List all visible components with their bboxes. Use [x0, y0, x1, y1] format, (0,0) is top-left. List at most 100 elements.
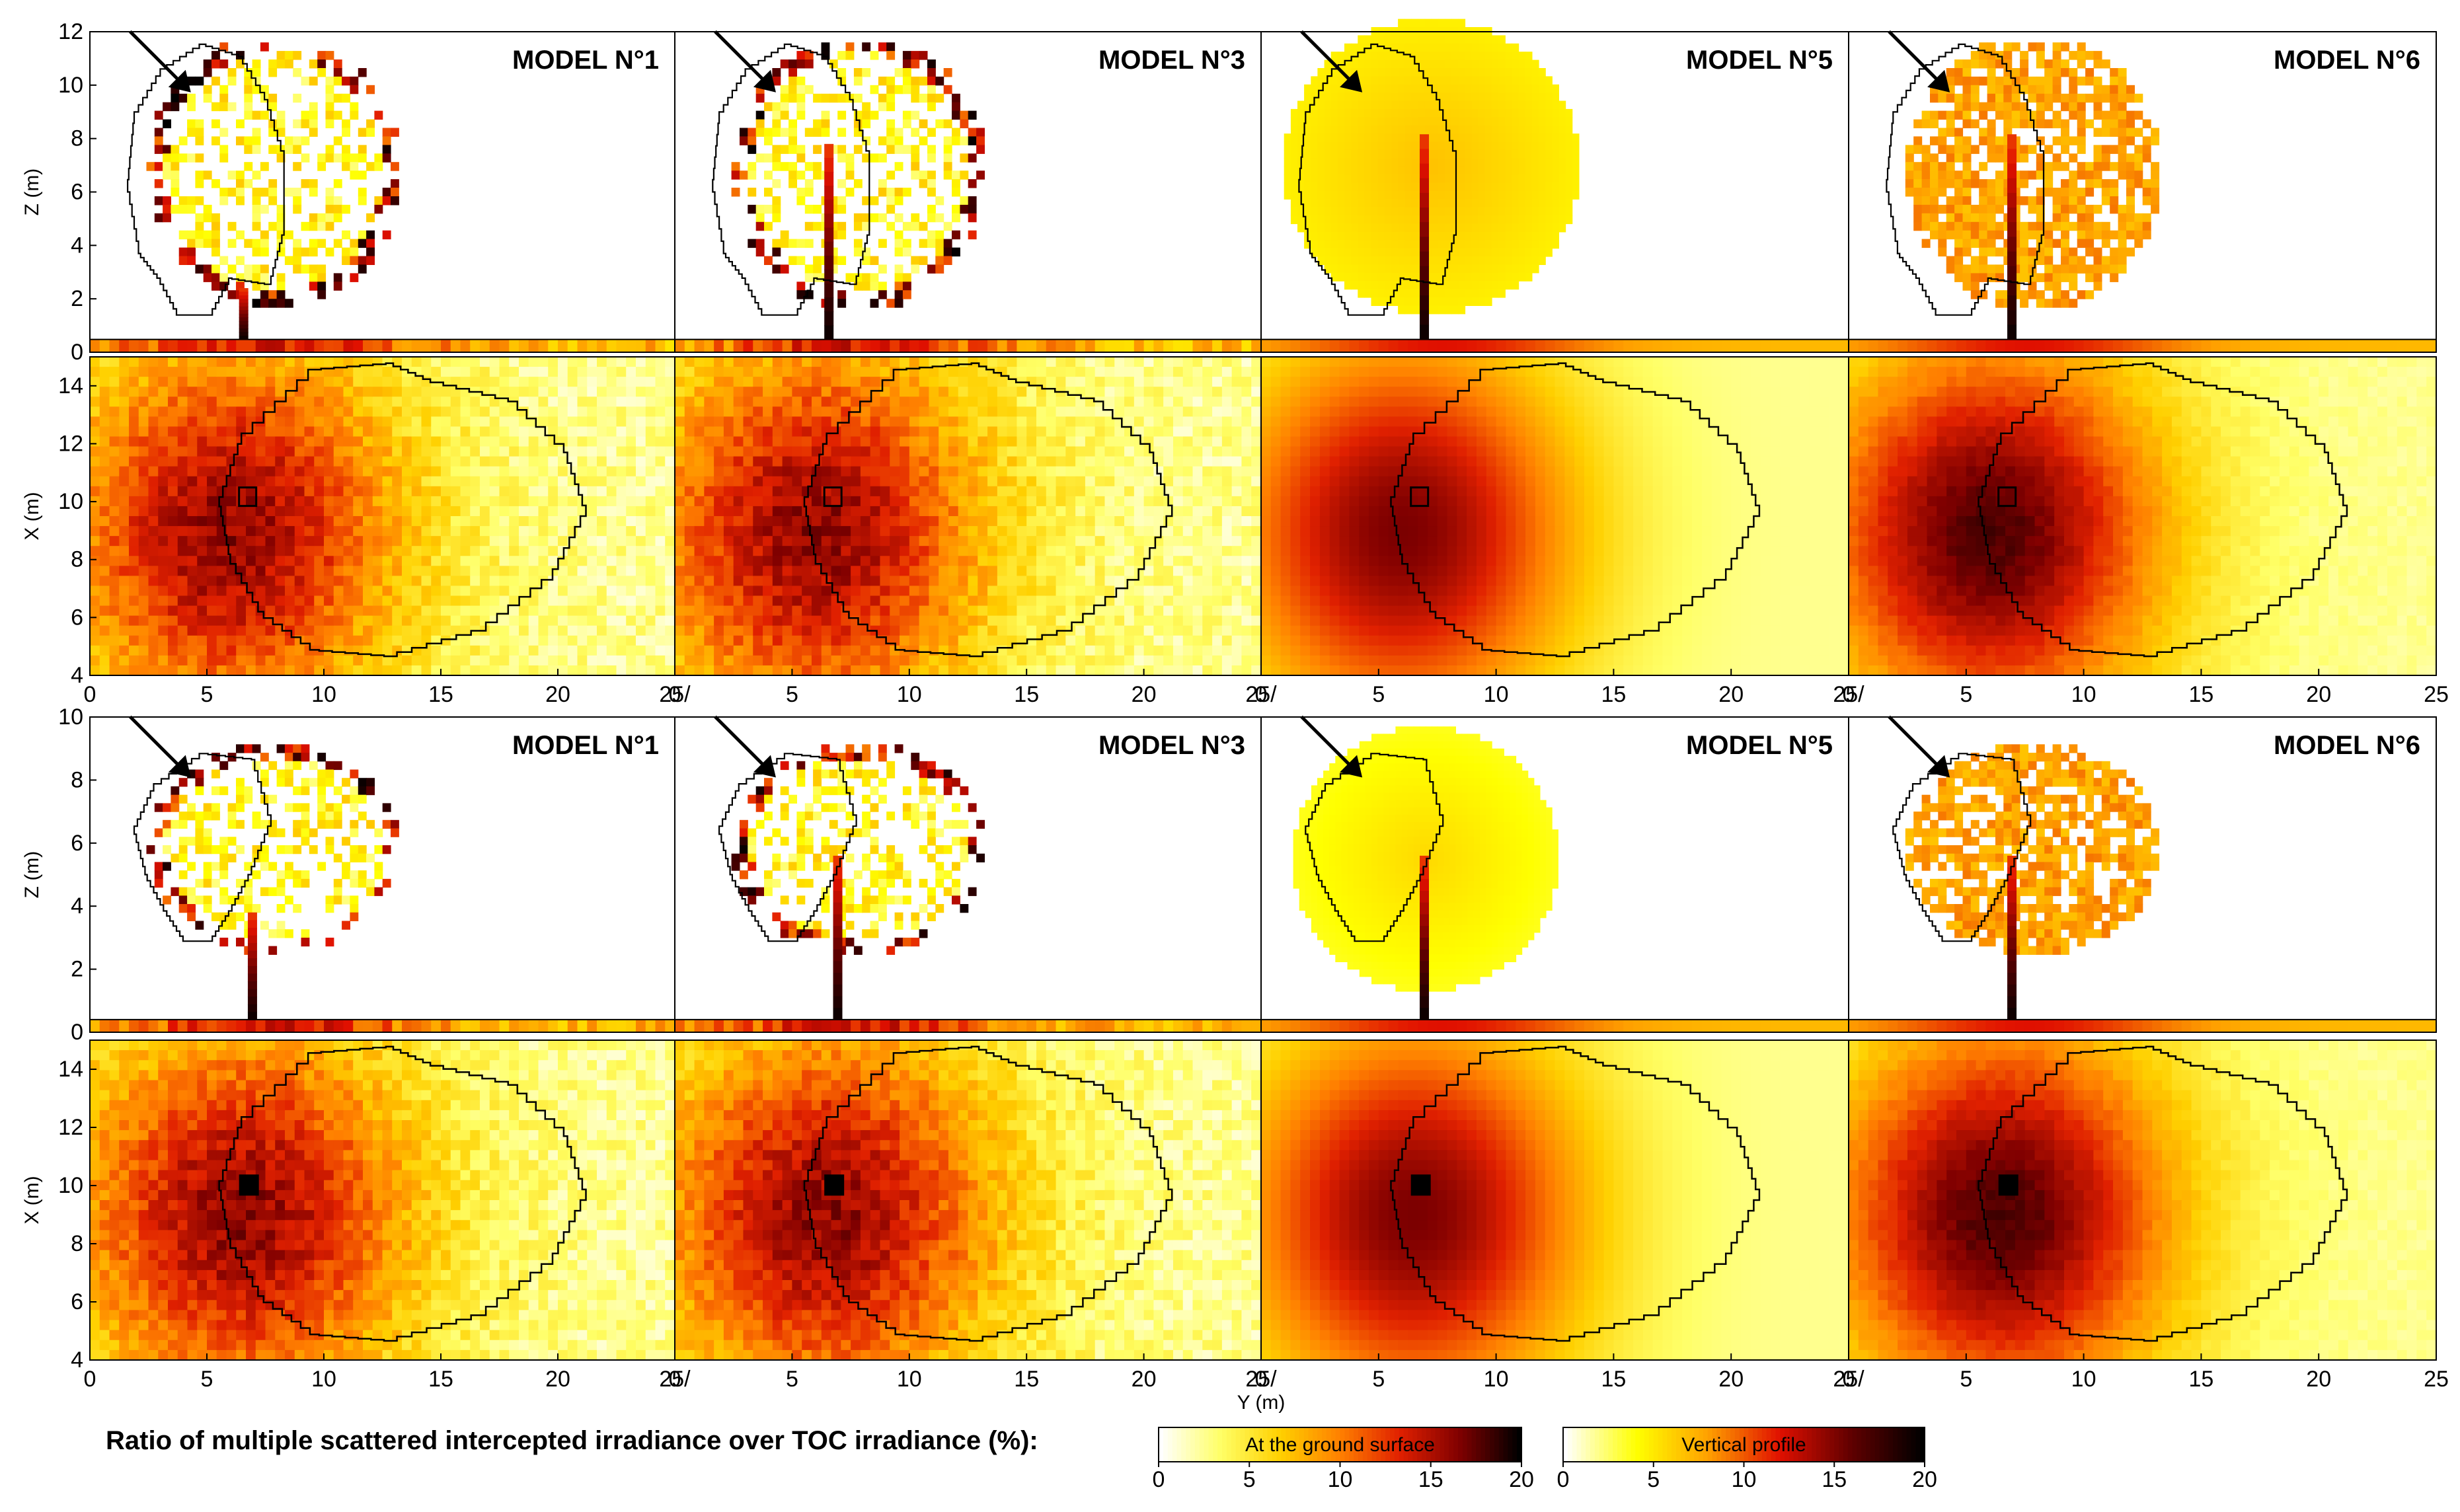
- heat-cell: [460, 566, 471, 576]
- heat-cell: [616, 506, 627, 517]
- ground-cell: [1261, 339, 1272, 352]
- heat-cell: [197, 476, 208, 487]
- heat-cell: [138, 456, 149, 467]
- ground-cell: [733, 339, 744, 352]
- heat-cell: [528, 526, 539, 537]
- trunk-segment: [824, 200, 834, 215]
- heat-cell: [148, 387, 159, 397]
- heat-cell: [528, 397, 539, 407]
- crown-cell: [1471, 248, 1479, 257]
- crown-cell: [1465, 59, 1473, 69]
- crown-cell: [1431, 256, 1439, 265]
- heat-cell: [538, 566, 549, 576]
- crown-cell: [2069, 93, 2078, 103]
- crown-cell: [1930, 213, 1939, 223]
- crown-cell: [1431, 125, 1439, 134]
- crown-cell: [1311, 149, 1318, 159]
- ground-cell: [1378, 339, 1389, 352]
- crown-cell: [886, 136, 896, 145]
- crown-cell: [1330, 256, 1338, 265]
- crown-cell: [1351, 223, 1358, 233]
- crown-cell: [1290, 215, 1298, 225]
- crown-cell: [1465, 207, 1473, 216]
- heat-cell: [606, 615, 617, 626]
- crown-cell: [1438, 93, 1445, 102]
- heat-cell: [382, 387, 393, 397]
- crown-cell: [1498, 166, 1506, 175]
- ground-cell: [2015, 339, 2026, 352]
- heat-cell: [148, 367, 159, 377]
- crown-cell: [780, 145, 789, 154]
- crown-cell: [333, 110, 342, 120]
- crown-cell: [317, 264, 327, 274]
- heat-cell: [597, 536, 607, 547]
- heat-cell: [216, 556, 227, 566]
- crown-cell: [902, 273, 911, 282]
- crown-cell: [1317, 125, 1325, 134]
- heat-cell: [460, 526, 471, 537]
- heat-cell: [138, 536, 149, 547]
- heat-cell: [626, 436, 636, 447]
- crown-cell: [317, 59, 327, 69]
- crown-cell: [1512, 248, 1519, 257]
- crown-cell: [2020, 273, 2029, 282]
- heat-cell: [109, 397, 120, 407]
- crown-cell: [1518, 117, 1526, 126]
- crown-cell: [911, 59, 920, 69]
- crown-cell: [2151, 128, 2160, 137]
- crown-cell: [1492, 256, 1499, 265]
- ground-cell: [841, 339, 851, 352]
- heat-cell: [694, 655, 705, 666]
- crown-cell: [1518, 52, 1526, 61]
- crown-cell: [293, 188, 302, 197]
- crown-cell: [1478, 256, 1486, 265]
- heat-cell: [675, 476, 685, 487]
- heat-cell: [519, 466, 529, 477]
- heat-cell: [177, 635, 188, 646]
- heat-cell: [645, 456, 656, 467]
- heat-cell: [606, 377, 617, 387]
- crown-cell: [2036, 188, 2045, 197]
- crown-cell: [1324, 125, 1332, 134]
- heat-cell: [528, 516, 539, 527]
- crown-cell: [1304, 84, 1311, 93]
- crown-cell: [2020, 119, 2029, 129]
- heat-cell: [645, 387, 656, 397]
- heat-cell: [587, 556, 597, 566]
- heat-cell: [392, 615, 403, 626]
- heat-cell: [441, 397, 451, 407]
- heat-cell: [168, 367, 178, 377]
- heat-cell: [216, 645, 227, 656]
- ground-cell: [1985, 339, 1996, 352]
- heat-cell: [528, 367, 539, 377]
- crown-cell: [968, 196, 977, 206]
- heat-cell: [645, 446, 656, 457]
- heat-cell: [714, 367, 724, 377]
- heat-cell: [655, 566, 666, 576]
- heat-cell: [626, 665, 636, 676]
- heat-cell: [109, 466, 120, 477]
- crown-cell: [1377, 190, 1385, 200]
- heat-cell: [636, 605, 646, 617]
- heat-cell: [129, 516, 139, 527]
- crown-cell: [837, 153, 847, 163]
- crown-cell: [1411, 149, 1419, 159]
- heat-cell: [470, 635, 480, 646]
- crown-cell: [276, 119, 286, 129]
- crown-cell: [1979, 110, 1988, 120]
- heat-cell: [177, 367, 188, 377]
- crown-cell: [2093, 170, 2102, 180]
- heat-cell: [187, 406, 198, 417]
- heat-cell: [538, 625, 549, 636]
- crown-cell: [1525, 264, 1533, 274]
- heat-cell: [704, 645, 714, 656]
- heat-cell: [197, 536, 208, 547]
- heat-cell: [470, 416, 480, 428]
- crown-cell: [2044, 264, 2054, 274]
- heat-cell: [577, 605, 588, 617]
- crown-cell: [309, 213, 318, 223]
- heat-cell: [314, 466, 325, 477]
- heat-cell: [431, 655, 442, 666]
- crown-cell: [821, 128, 830, 137]
- heat-cell: [626, 367, 636, 377]
